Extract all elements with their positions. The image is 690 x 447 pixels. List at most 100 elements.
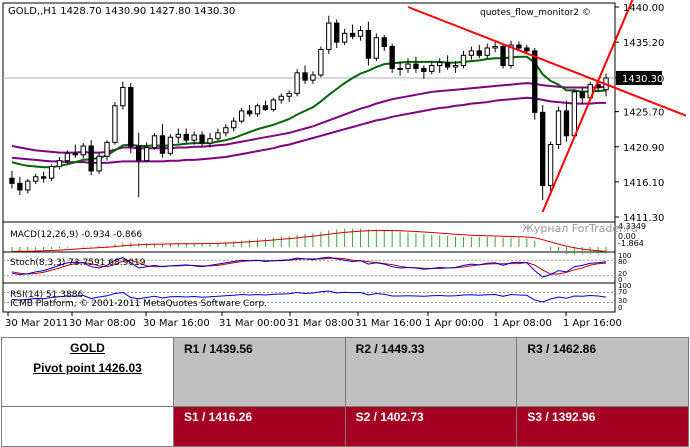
blank-cell [1, 406, 174, 447]
rsi-scale-label: 70 [618, 288, 627, 296]
rsi-scale-label: 100 [618, 282, 631, 290]
y-tick-label: 1435.20 [623, 38, 664, 49]
x-tick-label: 31 Mar 08:00 [287, 318, 354, 329]
candle-body [262, 105, 269, 110]
y-tick-label: 1425.70 [623, 108, 664, 119]
current-price-box [616, 70, 662, 85]
x-tick-label: 1 Apr 00:00 [425, 318, 484, 329]
y-tick-label: 1411.30 [623, 213, 664, 224]
candle-body [270, 99, 277, 110]
candle-body [524, 47, 530, 52]
candle-body [175, 133, 181, 138]
candle-body [167, 136, 174, 154]
candle-body [334, 22, 340, 43]
candle-body [48, 166, 55, 179]
candle-body [238, 110, 245, 122]
candle-body [25, 180, 31, 191]
stoch-scale-label: 0 [618, 276, 622, 284]
r3-cell: R3 / 1462.86 [516, 337, 689, 407]
candle-body [516, 44, 522, 49]
candle-body [159, 135, 166, 154]
stoch-label: Stoch(8,3,3) 73.7591 68.9019 [10, 258, 146, 268]
x-tick-label: 31 Mar 00:00 [219, 318, 286, 329]
pivot-point: Pivot point 1426.03 [33, 361, 142, 375]
candle-body [405, 63, 411, 69]
candle-body [508, 44, 514, 67]
watermark: Журнал ForTrader.ru [522, 222, 638, 235]
candle-body [389, 46, 395, 69]
x-tick-label: 1 Apr 08:00 [493, 318, 552, 329]
candle-body [476, 50, 482, 56]
macd-scale-label: -1.864 [618, 239, 644, 248]
candle-body [468, 50, 475, 56]
candle-body [112, 105, 118, 143]
candle-body [460, 54, 467, 67]
candle-body [484, 47, 490, 56]
ma-slow-line [11, 96, 606, 164]
r2-cell: R2 / 1449.33 [344, 337, 518, 407]
candle-body [120, 86, 126, 107]
candle-body [539, 111, 546, 187]
candle-body [286, 92, 292, 97]
instrument-name: GOLD [70, 341, 105, 355]
stoch-scale-label: 100 [618, 252, 631, 260]
candle-body [191, 134, 197, 141]
s1-cell: S1 / 1416.26 [173, 406, 346, 447]
candle-body [302, 72, 308, 81]
candle-body [349, 32, 356, 37]
candle-body [294, 72, 300, 94]
candle-body [246, 110, 253, 115]
candle-body [563, 110, 570, 137]
candle-body [151, 135, 158, 148]
candle-body [365, 29, 372, 59]
s2-cell: S2 / 1402.73 [344, 406, 518, 447]
trendline [541, 0, 634, 213]
macd-scale-label: 0.00 [618, 232, 636, 241]
candle-body [64, 152, 71, 162]
macd-label: MACD(12,26,9) -0.934 -0.866 [10, 230, 142, 240]
candle-body [88, 145, 94, 172]
candle-body [547, 144, 554, 187]
candle-body [437, 62, 443, 67]
candle-body [532, 50, 538, 113]
candle-body [310, 74, 316, 81]
candle-body [381, 37, 387, 48]
macd-signal-line [11, 229, 607, 252]
rsi-line [11, 290, 607, 303]
r1-cell: R1 / 1439.56 [173, 337, 346, 407]
axes: 1440.00 1435.20 1430.30 1425.70 1420.90 1416.… [5, 3, 664, 329]
candle-body [429, 65, 435, 72]
chart-header: GOLD,,H1 1428.70 1430.90 1427.80 1430.30 [8, 6, 235, 17]
candle-body [357, 29, 364, 37]
candle-body [413, 63, 419, 69]
x-tick-label: 30 Mar 16:00 [143, 318, 210, 329]
ma-mid-line [11, 82, 607, 154]
candle-body [579, 91, 585, 99]
macd-scale-label: 4.3349 [618, 222, 646, 231]
y-tick-label: 1440.00 [623, 3, 664, 14]
candle-body [199, 134, 205, 144]
candle-body [421, 67, 427, 72]
trendline [407, 6, 687, 117]
stoch-scale-label: 20 [618, 270, 627, 278]
candle-body [207, 138, 213, 144]
pivot-name-cell: GOLD Pivot point 1426.03 [1, 337, 174, 407]
candle-body [254, 105, 261, 115]
candle-body [56, 160, 63, 168]
candle-body [318, 48, 324, 76]
rsi-scale-label: 0 [618, 304, 622, 312]
s3-cell: S3 / 1392.96 [516, 406, 689, 447]
x-tick-label: 31 Mar 16:00 [355, 318, 422, 329]
candle-body [492, 46, 498, 49]
candle-body [215, 132, 221, 140]
candle-body [326, 22, 332, 50]
x-tick-label: 1 Apr 16:00 [563, 318, 622, 329]
candle-body [17, 182, 23, 191]
x-tick-label: 30 Mar 08:00 [69, 318, 136, 329]
candle-body [341, 32, 348, 43]
candle-body [183, 133, 189, 141]
rsi-label: RSI(14) 51.3886 [10, 290, 83, 300]
candle-body [231, 120, 237, 129]
